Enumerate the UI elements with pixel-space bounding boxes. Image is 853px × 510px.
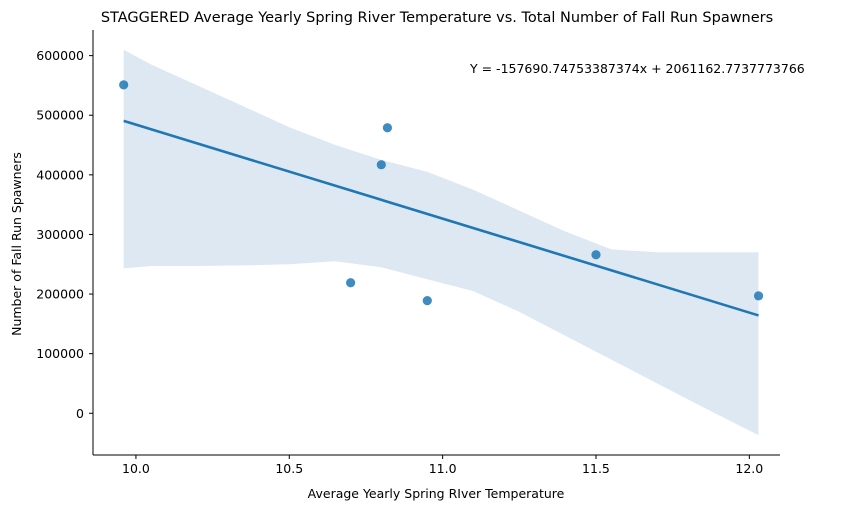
x-axis-label: Average Yearly Spring RIver Temperature	[308, 486, 565, 501]
y-tick-label: 100000	[36, 346, 84, 361]
x-tick-label: 12.0	[735, 461, 763, 476]
y-tick-label: 600000	[36, 48, 84, 63]
data-point	[119, 80, 129, 90]
data-point	[382, 123, 393, 133]
y-tick-label: 200000	[36, 287, 84, 302]
regression-line	[123, 119, 759, 317]
data-point	[376, 160, 386, 170]
plot-area	[119, 49, 764, 436]
data-point	[753, 291, 764, 301]
x-tick-label: 10.0	[122, 461, 150, 476]
x-tick-label: 10.5	[275, 461, 303, 476]
x-tick-label: 11.5	[582, 461, 610, 476]
regression-equation-annotation: Y = -157690.74753387374x + 2061162.77377…	[469, 61, 805, 76]
data-point	[346, 278, 356, 288]
y-axis-ticks: 0 100000 200000 300000 400000 500000 600000	[36, 48, 93, 421]
data-point	[591, 250, 601, 260]
chart-title: STAGGERED Average Yearly Spring River Te…	[101, 10, 773, 26]
y-tick-label: 0	[76, 406, 84, 421]
y-axis-label: Number of Fall Run Spawners	[9, 152, 24, 336]
x-axis-ticks: 10.0 10.5 11.0 11.5 12.0	[122, 455, 763, 476]
data-point	[422, 296, 432, 306]
y-tick-label: 500000	[36, 108, 84, 123]
confidence-band	[123, 49, 759, 436]
x-tick-label: 11.0	[429, 461, 457, 476]
y-tick-label: 300000	[36, 227, 84, 242]
y-tick-label: 400000	[36, 167, 84, 182]
